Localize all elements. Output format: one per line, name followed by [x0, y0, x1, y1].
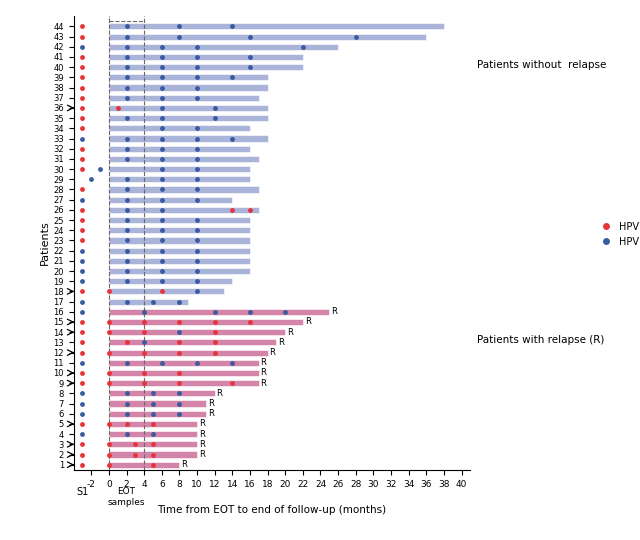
Text: R: R	[331, 307, 337, 316]
Bar	[109, 23, 444, 30]
Bar	[109, 462, 179, 468]
Bar	[109, 75, 268, 80]
Text: R: R	[305, 318, 310, 327]
Bar	[109, 319, 303, 325]
Bar	[109, 136, 268, 141]
Bar	[109, 380, 259, 386]
Bar	[109, 207, 259, 213]
Bar	[109, 421, 197, 427]
Bar	[109, 247, 250, 254]
Text: R: R	[199, 430, 205, 438]
Bar	[109, 146, 250, 152]
Y-axis label: Patients: Patients	[40, 221, 51, 265]
Bar	[109, 33, 426, 39]
Bar	[109, 64, 303, 70]
Bar	[109, 339, 276, 346]
Text: R: R	[287, 328, 293, 337]
Bar	[109, 105, 268, 111]
Bar	[109, 431, 197, 437]
Text: R: R	[260, 368, 266, 377]
Bar	[109, 44, 338, 50]
Bar	[109, 299, 188, 305]
Text: R: R	[199, 450, 205, 459]
Bar	[109, 258, 250, 264]
Bar	[109, 156, 259, 162]
Bar	[109, 390, 214, 396]
Bar	[109, 278, 232, 284]
X-axis label: Time from EOT to end of follow-up (months): Time from EOT to end of follow-up (month…	[157, 505, 387, 515]
Bar	[109, 186, 259, 193]
Bar	[109, 360, 259, 366]
Bar	[109, 227, 250, 233]
Text: R: R	[207, 409, 214, 418]
Bar	[109, 349, 268, 356]
Bar	[109, 197, 232, 202]
Bar	[109, 441, 197, 447]
Text: Patients with relapse (R): Patients with relapse (R)	[477, 335, 604, 345]
Bar	[109, 217, 250, 223]
Bar	[109, 125, 250, 131]
Text: R: R	[207, 399, 214, 408]
Bar	[109, 238, 250, 244]
Bar	[109, 84, 268, 91]
Bar	[109, 411, 206, 417]
Text: S1: S1	[76, 487, 88, 497]
Bar	[109, 268, 250, 274]
Bar	[109, 94, 259, 101]
Legend: HPV ctDNA (+), HPV ctDNA (–): HPV ctDNA (+), HPV ctDNA (–)	[593, 218, 640, 250]
Bar	[109, 54, 303, 60]
Text: R: R	[278, 338, 284, 347]
Bar	[109, 115, 268, 121]
Text: Patients without  relapse: Patients without relapse	[477, 60, 606, 70]
Bar	[109, 401, 206, 407]
Bar	[109, 451, 197, 457]
Text: R: R	[199, 440, 205, 449]
Bar	[109, 329, 285, 335]
Text: R: R	[181, 460, 187, 469]
Bar	[109, 176, 250, 183]
Text: R: R	[260, 379, 266, 388]
Bar	[109, 288, 223, 294]
Text: R: R	[216, 389, 222, 398]
Text: EOT
samples: EOT samples	[108, 487, 145, 507]
Bar	[109, 370, 259, 376]
Bar	[109, 309, 330, 315]
Bar	[109, 166, 250, 172]
Text: R: R	[199, 420, 205, 428]
Text: R: R	[269, 348, 275, 357]
Text: R: R	[260, 358, 266, 367]
